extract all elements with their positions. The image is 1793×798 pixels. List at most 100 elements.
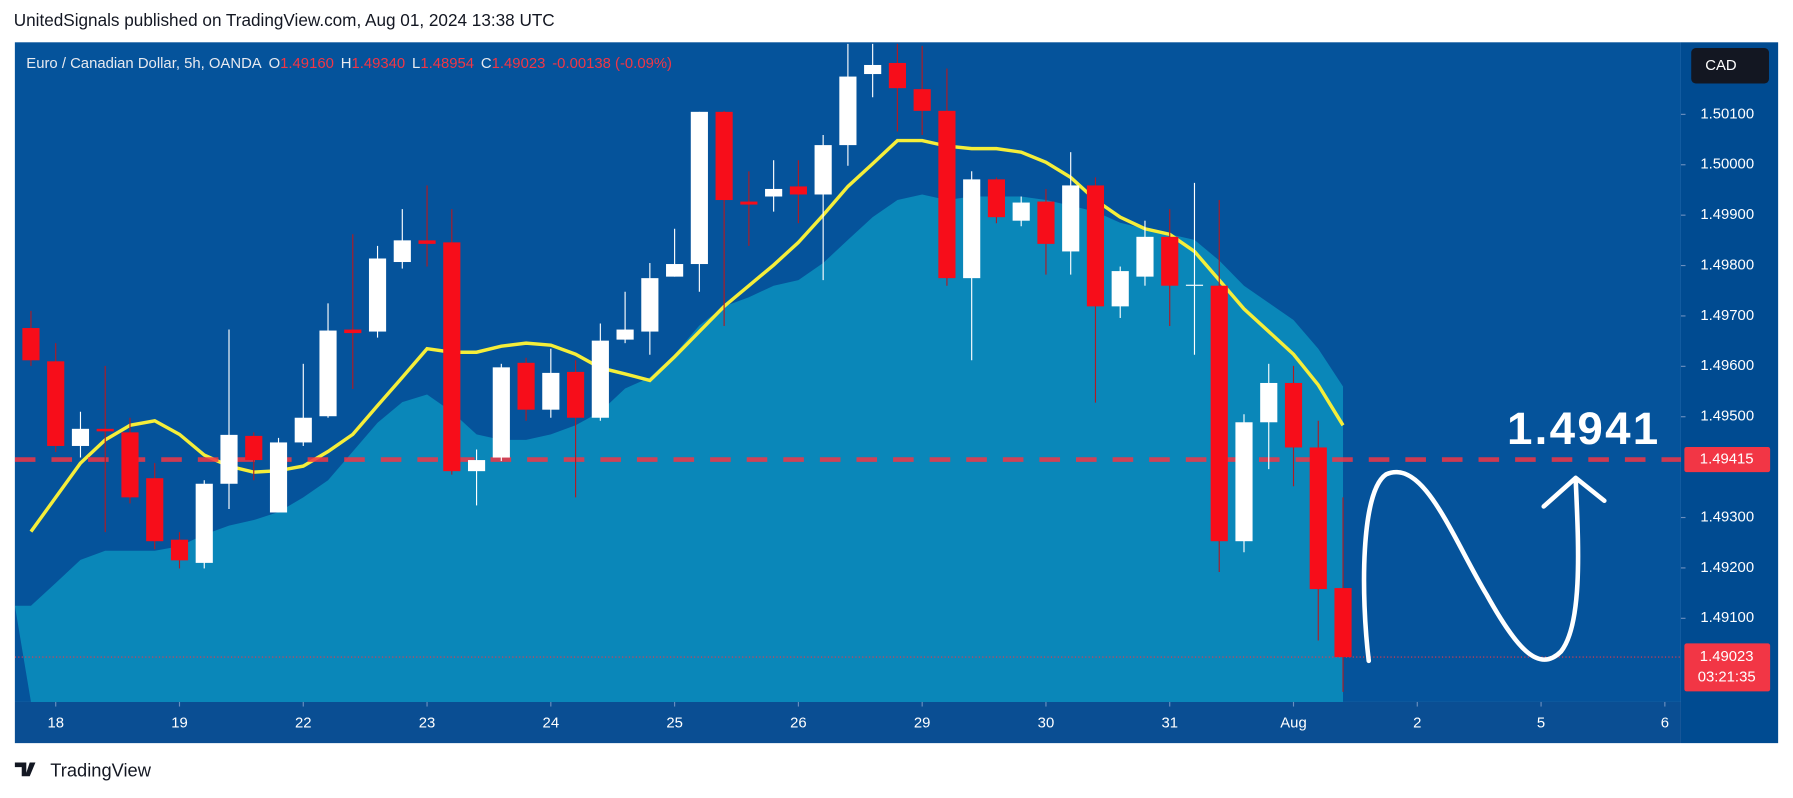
x-tick-label: 18	[47, 716, 64, 732]
hline-label: 1.49415	[1700, 451, 1754, 467]
candle-body	[666, 264, 684, 277]
candle-body	[319, 330, 337, 417]
candle-body	[1210, 285, 1228, 542]
last-price-tag	[1684, 643, 1771, 692]
candle-body	[467, 460, 486, 472]
x-tick-label: 31	[1161, 716, 1178, 732]
y-tick-label: 1.49900	[1700, 207, 1754, 223]
y-tick-label: 1.49500	[1700, 409, 1754, 425]
hline-tag	[1684, 446, 1771, 473]
indicator-line	[29, 138, 1345, 533]
candle-body	[1309, 447, 1327, 590]
candle-body	[344, 329, 362, 334]
candle-body	[245, 435, 263, 461]
candle-body	[1185, 284, 1204, 286]
candle-body	[641, 278, 659, 332]
candle-body	[1012, 202, 1030, 221]
candle-body	[963, 179, 981, 279]
candle-body	[715, 111, 733, 201]
footer-logo	[14, 762, 36, 777]
candle-body	[1334, 588, 1352, 658]
candle-body	[987, 179, 1006, 218]
candle-body	[1284, 382, 1303, 448]
candle-body	[1235, 422, 1253, 542]
legend-o-label: O	[269, 56, 281, 72]
x-tick-label: 6	[1661, 716, 1669, 732]
candle-body	[616, 329, 634, 340]
header: UnitedSignals published on TradingView.c…	[14, 10, 555, 30]
y-tick-label: 1.50100	[1700, 106, 1754, 122]
candle-body	[864, 64, 882, 75]
y-tick-label: 1.49300	[1700, 509, 1754, 525]
candle-body	[294, 417, 312, 443]
candle-body	[47, 361, 65, 446]
candle-body	[492, 367, 510, 458]
last-price-label: 1.49023	[1700, 649, 1754, 665]
x-tick-label: 24	[543, 716, 560, 732]
x-tick-label: 22	[295, 716, 312, 732]
x-tick-label: 29	[914, 716, 931, 732]
legend: Euro / Canadian Dollar, 5h, OANDA O1.4916…	[26, 56, 672, 72]
candle-body	[1062, 185, 1080, 252]
legend-o: 1.49160	[280, 56, 334, 72]
hand-drawn-arrow	[1361, 469, 1607, 664]
candle-body	[146, 478, 164, 542]
candle-body	[814, 145, 832, 195]
candle-body	[740, 201, 758, 205]
candle-body	[170, 539, 189, 561]
candle-body	[1260, 382, 1278, 423]
y-tick-label: 1.49800	[1700, 257, 1754, 273]
axes: 1.49100 1.49200 1.49300 1.49500 1.49600 1.497…	[47, 106, 1771, 732]
legend-l-label: L	[412, 56, 420, 72]
indicator-area	[14, 194, 1344, 702]
y-tick-label: 1.49200	[1700, 560, 1754, 576]
footer: TradingView	[50, 760, 151, 781]
legend-c: 1.49023	[492, 56, 546, 72]
legend-l: 1.48954	[420, 56, 474, 72]
candle-body	[567, 371, 585, 418]
x-tick-label: 2	[1413, 716, 1421, 732]
x-tick-label: 5	[1537, 716, 1545, 732]
countdown: 03:21:35	[1698, 670, 1756, 686]
annotation: 1.4941	[1507, 403, 1661, 454]
legend-h: 1.49340	[351, 56, 405, 72]
candle-body	[888, 62, 906, 89]
currency: CAD	[1705, 58, 1737, 74]
candle-body	[913, 89, 931, 111]
candle-body	[591, 340, 609, 418]
candle-body	[443, 242, 461, 472]
y-tick-label: 1.49700	[1700, 308, 1754, 324]
currency-badge	[1691, 48, 1769, 84]
candle-body	[1037, 201, 1055, 244]
y-tick-label: 1.50000	[1700, 157, 1754, 173]
candle-body	[393, 240, 411, 263]
candle-body	[1086, 185, 1105, 307]
candle-body	[22, 328, 40, 361]
legend-h-label: H	[341, 56, 352, 72]
candle-body	[1111, 271, 1129, 307]
x-tick-label: 19	[171, 716, 188, 732]
candle-body	[269, 442, 288, 513]
candle-body	[765, 188, 783, 197]
candle-body	[96, 428, 114, 432]
candle-body	[542, 372, 560, 410]
y-tick-label: 1.49100	[1700, 610, 1754, 626]
x-tick-label: 25	[666, 716, 683, 732]
x-tick-label: 26	[790, 716, 807, 732]
candle-body	[71, 428, 90, 446]
candle-body	[839, 76, 857, 146]
candle-body	[789, 186, 807, 195]
candle-body	[418, 240, 436, 244]
candle-body	[938, 110, 956, 279]
candle-body	[220, 434, 238, 484]
candle-body	[195, 483, 213, 563]
x-tick-label: 30	[1038, 716, 1055, 732]
candle-body	[517, 362, 535, 410]
x-axis	[14, 701, 1681, 744]
x-tick-label: Aug	[1280, 716, 1306, 732]
candle-body	[368, 258, 387, 332]
y-tick-label: 1.49600	[1700, 358, 1754, 374]
y-axis	[1680, 42, 1779, 744]
